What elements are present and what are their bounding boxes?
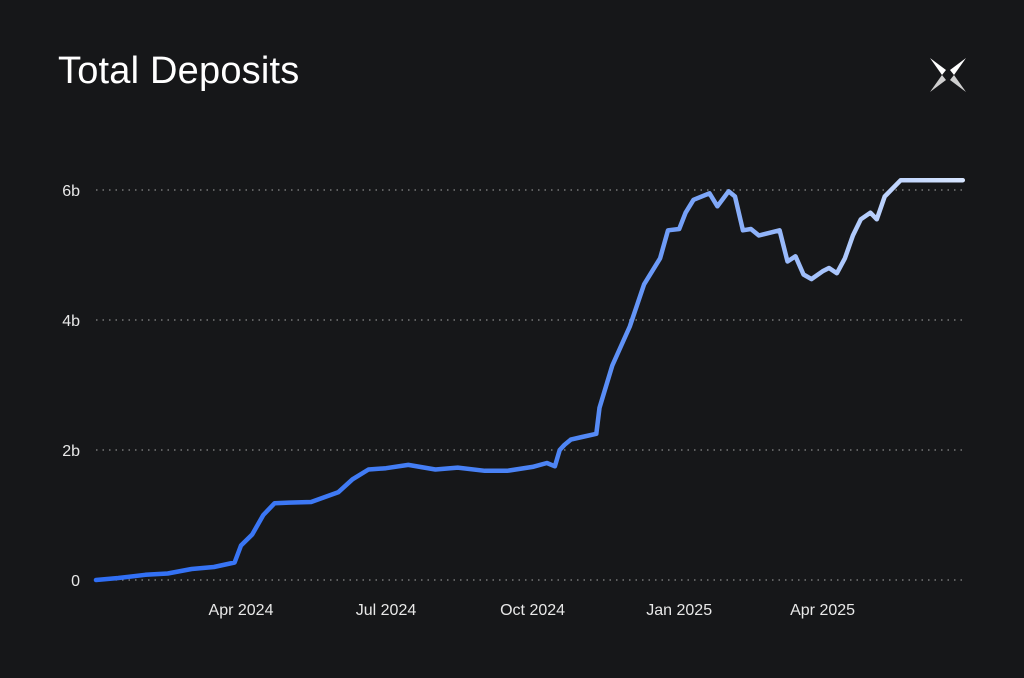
x-tick-label: Apr 2024 <box>209 602 274 619</box>
x-tick-label: Oct 2024 <box>500 602 565 619</box>
x-tick-label: Jan 2025 <box>646 602 712 619</box>
y-tick-label: 6b <box>62 183 80 200</box>
deposits-line <box>93 177 966 583</box>
butterfly-logo-icon <box>930 58 966 92</box>
y-tick-label: 2b <box>62 443 80 460</box>
chart-title: Total Deposits <box>58 50 300 92</box>
x-tick-label: Jul 2024 <box>356 602 417 619</box>
x-tick-label: Apr 2025 <box>790 602 855 619</box>
y-tick-label: 0 <box>71 573 80 590</box>
y-tick-label: 4b <box>62 313 80 330</box>
